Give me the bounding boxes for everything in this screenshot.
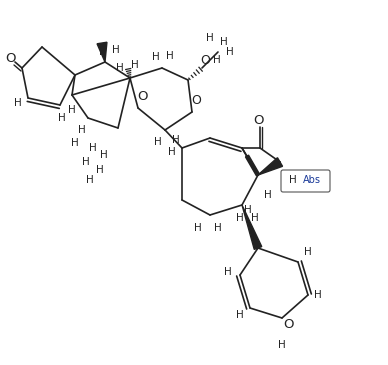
Text: H: H: [278, 340, 286, 350]
Text: O: O: [5, 51, 15, 65]
Text: H: H: [168, 147, 176, 157]
Text: H: H: [236, 213, 244, 223]
Text: H: H: [154, 137, 162, 147]
Text: H: H: [214, 223, 222, 233]
Text: H: H: [89, 143, 97, 153]
Polygon shape: [97, 42, 107, 62]
Polygon shape: [242, 205, 262, 249]
Text: H: H: [116, 63, 124, 73]
Text: H: H: [304, 247, 312, 257]
Text: H: H: [14, 98, 22, 108]
Text: H: H: [172, 135, 180, 145]
Polygon shape: [258, 158, 282, 175]
Text: H: H: [112, 45, 120, 55]
Text: H: H: [78, 125, 86, 135]
FancyBboxPatch shape: [281, 170, 330, 192]
Text: H: H: [194, 223, 202, 233]
Text: H: H: [264, 190, 272, 200]
Text: H: H: [100, 150, 108, 160]
Text: H: H: [166, 51, 174, 61]
Text: H: H: [99, 47, 107, 57]
Text: H: H: [314, 290, 322, 300]
Text: H: H: [82, 157, 90, 167]
Text: H: H: [152, 52, 160, 62]
Text: H: H: [86, 175, 94, 185]
Text: H: H: [220, 37, 228, 47]
Text: H: H: [68, 105, 76, 115]
Text: H: H: [289, 175, 297, 185]
Text: O: O: [200, 54, 210, 66]
Text: H: H: [224, 267, 232, 277]
Text: H: H: [58, 113, 66, 123]
Text: H: H: [236, 310, 244, 320]
Text: O: O: [283, 319, 293, 331]
Polygon shape: [246, 155, 260, 176]
Text: O: O: [138, 89, 148, 103]
Text: O: O: [191, 93, 201, 107]
Text: Abs: Abs: [303, 175, 321, 185]
Text: H: H: [96, 165, 104, 175]
Text: H: H: [244, 205, 252, 215]
Text: H: H: [131, 60, 139, 70]
Text: H: H: [213, 55, 221, 65]
Text: H: H: [71, 138, 79, 148]
Text: H: H: [251, 213, 259, 223]
Text: H: H: [226, 47, 234, 57]
Text: H: H: [206, 33, 214, 43]
Text: O: O: [253, 114, 263, 127]
